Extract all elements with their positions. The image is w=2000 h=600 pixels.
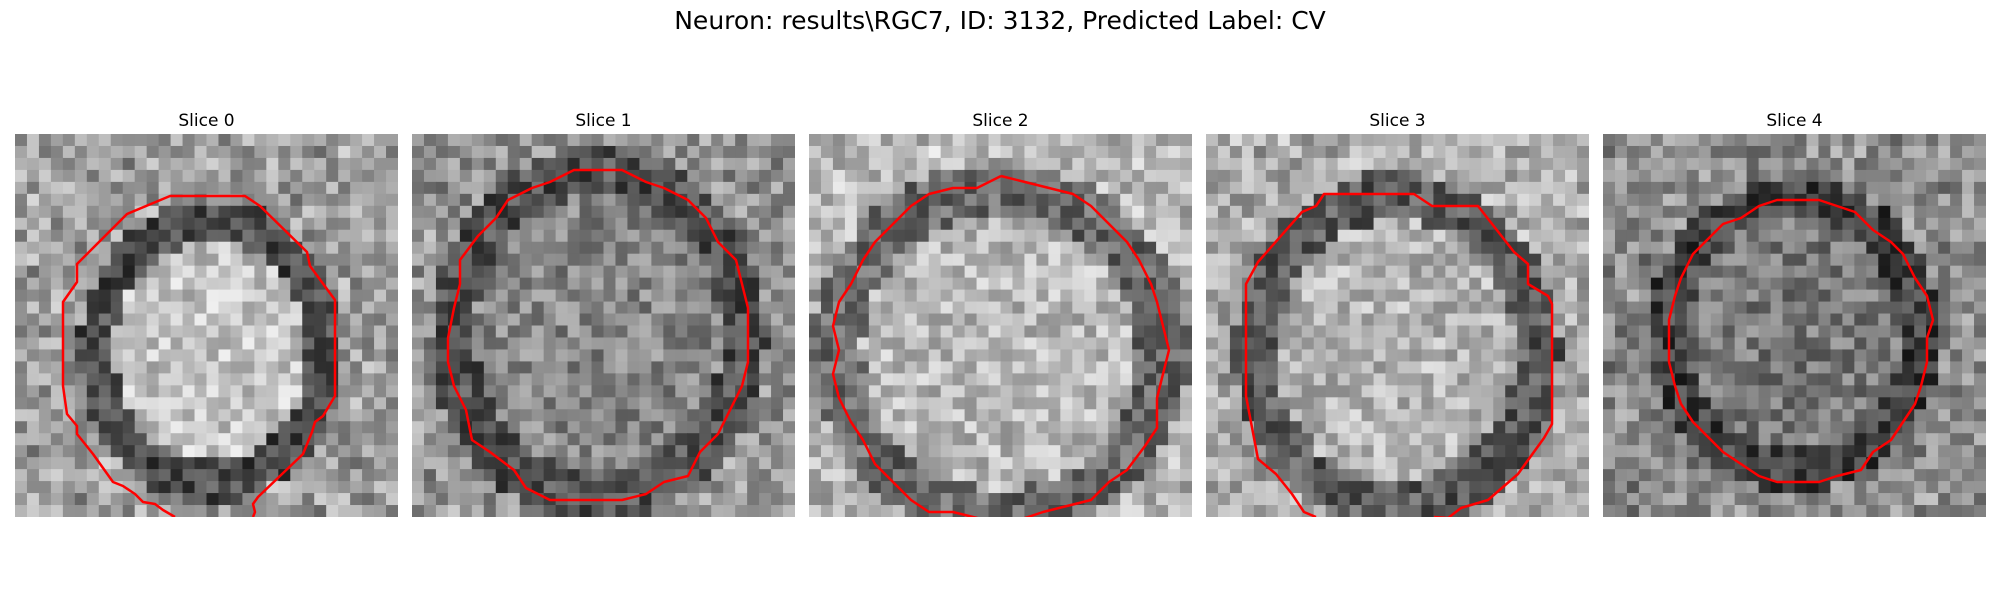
figure-title: Neuron: results\RGC7, ID: 3132, Predicte… [674,6,1326,35]
slice-title-4: Slice 4 [1766,111,1823,131]
slice-image-1 [412,134,795,517]
slice-panel-4: Slice 4 [1603,108,1986,517]
slice-image-2 [809,134,1192,517]
slice-pixels-3 [1206,134,1589,517]
slice-pixels-4 [1603,134,1986,517]
contour-line-0 [61,194,337,517]
slice-pixels-0 [15,134,398,517]
slice-title-0: Slice 0 [178,111,235,131]
slice-image-4 [1603,134,1986,517]
contour-line-3 [1244,192,1554,517]
slice-title-2: Slice 2 [972,111,1029,131]
slice-panel-3: Slice 3 [1206,108,1589,517]
slice-panel-1: Slice 1 [412,108,795,517]
slice-panel-0: Slice 0 [15,108,398,517]
slice-image-0 [15,134,398,517]
slice-pixels-1 [412,134,795,517]
contour-line-4 [1667,198,1935,484]
slice-pixels-2 [809,134,1192,517]
slice-title-3: Slice 3 [1369,111,1426,131]
contour-line-2 [831,174,1171,517]
slice-image-3 [1206,134,1589,517]
slice-title-1: Slice 1 [575,111,632,131]
slice-panel-2: Slice 2 [809,108,1192,517]
contour-line-1 [446,168,750,502]
